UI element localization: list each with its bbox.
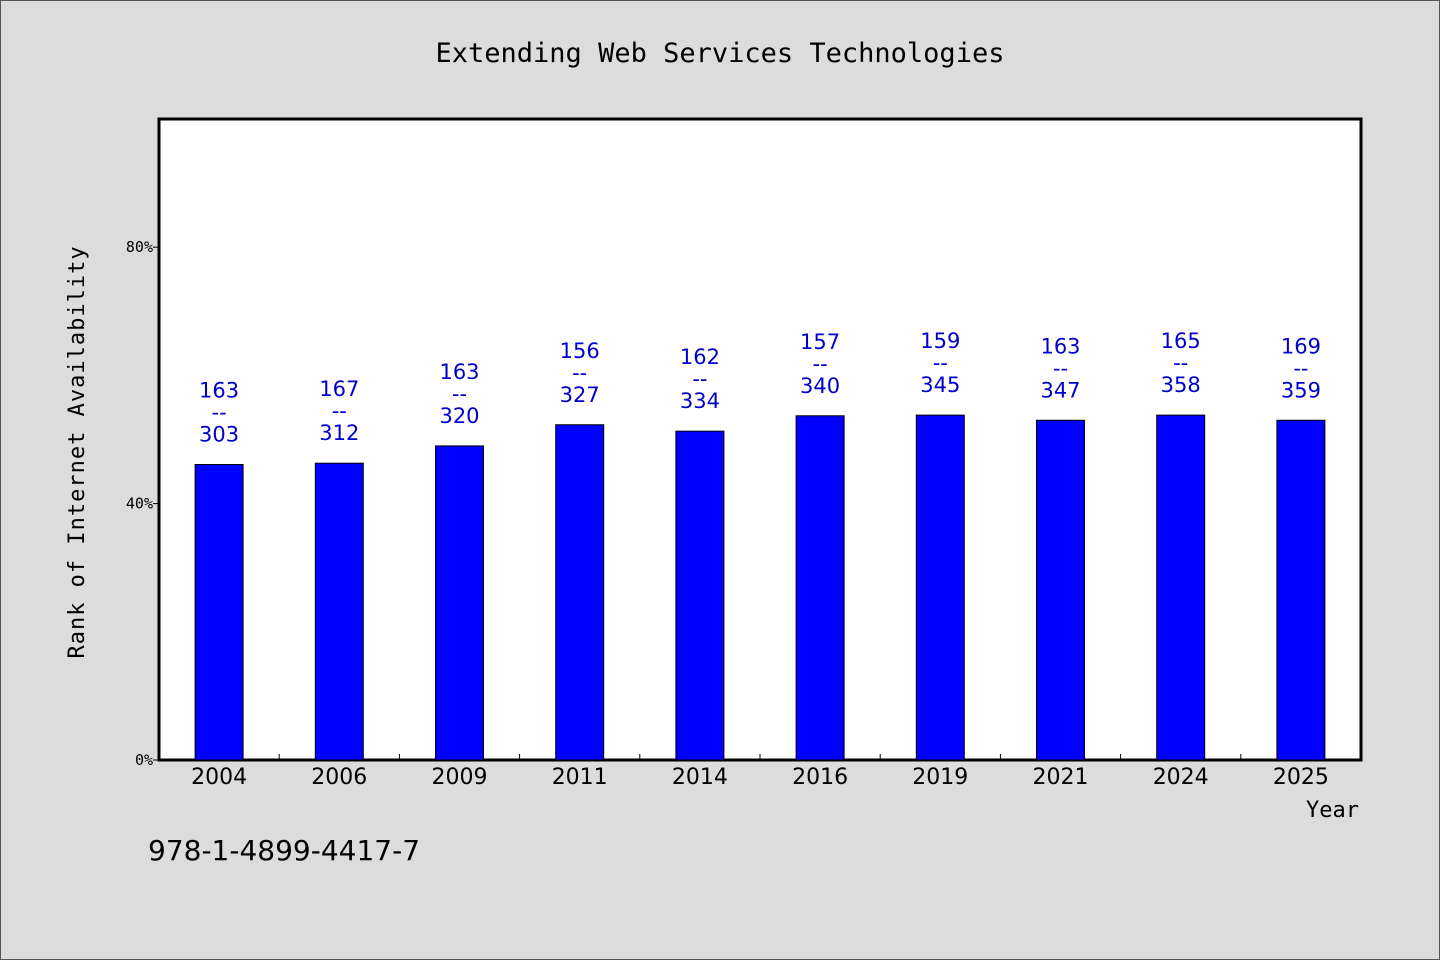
- data-label-bottom-2024: 358: [1161, 373, 1201, 397]
- bars-group: [194, 414, 1326, 761]
- data-label-top-2025: 169: [1281, 334, 1321, 358]
- data-label-top-2021: 163: [1040, 334, 1080, 358]
- data-label-top-2014: 162: [680, 345, 720, 369]
- data-label-top-2009: 163: [439, 360, 479, 384]
- bar-2011: [555, 424, 605, 761]
- x-tick-label-2004: 2004: [191, 765, 247, 790]
- bar-2016: [795, 415, 845, 761]
- data-label-bottom-2016: 340: [800, 374, 840, 398]
- data-label-bottom-2025: 359: [1281, 378, 1321, 402]
- data-label-top-2006: 167: [319, 377, 359, 401]
- data-label-sep-2011: --: [572, 361, 587, 385]
- bar-2009: [435, 445, 484, 761]
- bar-2014: [675, 430, 725, 761]
- data-label-sep-2019: --: [933, 351, 948, 375]
- bar-2025: [1276, 419, 1326, 761]
- x-tick-label-2009: 2009: [432, 765, 488, 790]
- x-tick-label-2016: 2016: [792, 765, 848, 790]
- data-label-sep-2014: --: [692, 367, 707, 391]
- data-label-bottom-2006: 312: [319, 421, 359, 445]
- y-axis: 0% 40% 80%: [126, 238, 159, 769]
- data-label-sep-2016: --: [813, 352, 828, 376]
- x-tick-label-2014: 2014: [672, 765, 728, 790]
- data-label-sep-2024: --: [1173, 351, 1188, 375]
- x-tick-label-2006: 2006: [311, 765, 367, 790]
- data-label-bottom-2004: 303: [199, 422, 239, 446]
- chart-title: Extending Web Services Technologies: [436, 38, 1005, 69]
- x-axis: 2004 2006 2009 2011 2014 2016 2019 2021 2024 2025: [191, 754, 1329, 790]
- data-label-sep-2009: --: [452, 382, 467, 406]
- data-label-sep-2021: --: [1053, 356, 1068, 380]
- data-label-top-2016: 157: [800, 330, 840, 354]
- x-tick-label-2019: 2019: [912, 765, 968, 790]
- bar-2021: [1036, 419, 1085, 761]
- x-tick-label-2011: 2011: [552, 765, 608, 790]
- data-label-top-2019: 159: [920, 329, 960, 353]
- y-tick-label-0: 0%: [135, 751, 153, 769]
- x-tick-label-2024: 2024: [1153, 765, 1209, 790]
- data-label-sep-2025: --: [1293, 356, 1308, 380]
- bar-2019: [915, 414, 965, 761]
- data-label-bottom-2019: 345: [920, 373, 960, 397]
- bar-2004: [194, 463, 244, 761]
- data-label-sep-2006: --: [332, 399, 347, 423]
- x-tick-label-2025: 2025: [1273, 765, 1329, 790]
- y-axis-label: Rank of Internet Availability: [65, 245, 90, 658]
- y-tick-label-80: 80%: [126, 238, 153, 256]
- data-labels-group: 163--303167--312163--320156--327162--334…: [199, 329, 1321, 446]
- data-label-sep-2004: --: [212, 400, 227, 424]
- data-label-bottom-2021: 347: [1040, 378, 1080, 402]
- y-tick-label-40: 40%: [126, 495, 153, 513]
- x-axis-label: Year: [1306, 798, 1359, 823]
- x-tick-label-2021: 2021: [1033, 765, 1089, 790]
- data-label-top-2011: 156: [560, 339, 600, 363]
- bar-2006: [314, 462, 364, 761]
- data-label-bottom-2011: 327: [560, 383, 600, 407]
- data-label-top-2024: 165: [1161, 329, 1201, 353]
- isbn-text: 978-1-4899-4417-7: [148, 834, 421, 867]
- data-label-bottom-2009: 320: [439, 404, 479, 428]
- data-label-bottom-2014: 334: [680, 389, 720, 413]
- data-label-top-2004: 163: [199, 378, 239, 402]
- bar-2024: [1156, 414, 1206, 761]
